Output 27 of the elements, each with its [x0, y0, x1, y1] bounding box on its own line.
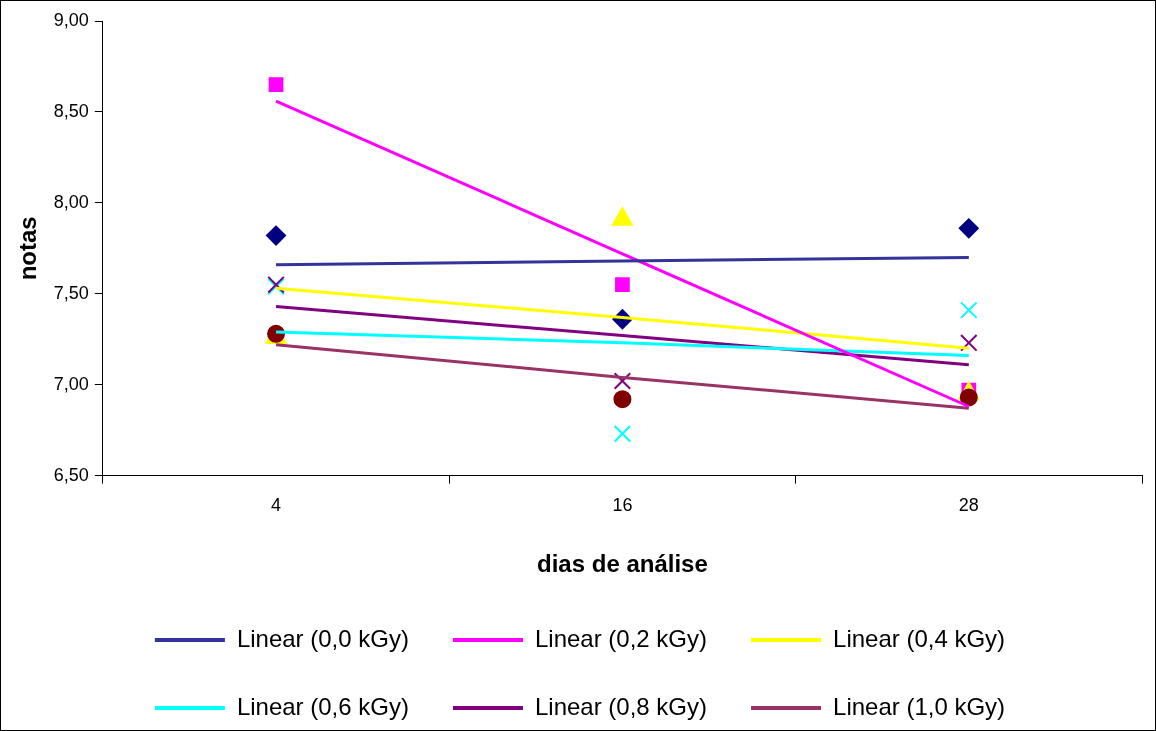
x-tick-label: 16 — [612, 495, 633, 516]
point — [615, 277, 630, 293]
y-tick-label: 6,50 — [53, 464, 89, 485]
legend-label: Linear (0,4 kGy) — [833, 624, 1006, 652]
y-tick-label: 8,00 — [53, 191, 89, 212]
point — [613, 390, 632, 409]
legend-label: Linear (0,2 kGy) — [534, 624, 708, 652]
point — [613, 425, 632, 443]
point — [266, 225, 287, 246]
legend-label: Linear (0,8 kGy) — [534, 692, 708, 720]
point — [268, 77, 284, 93]
legend-label: Linear (1,0 kGy) — [833, 692, 1006, 720]
x-tick-label: 4 — [271, 495, 282, 516]
point — [958, 218, 979, 239]
legend-label: Linear (0,0 kGy) — [236, 624, 409, 652]
y-tick-label: 9,00 — [53, 9, 89, 30]
y-tick-label: 8,50 — [53, 100, 89, 121]
x-axis-title: dias de análise — [537, 550, 708, 578]
x-tick-label: 28 — [958, 495, 979, 516]
point — [959, 388, 978, 407]
point — [960, 301, 978, 319]
legend-label: Linear (0,6 kGy) — [236, 692, 409, 720]
y-tick-label: 7,50 — [53, 282, 89, 303]
y-tick-label: 7,00 — [53, 373, 89, 394]
y-axis-title: notas — [14, 216, 42, 281]
point — [960, 334, 978, 352]
point — [613, 372, 632, 390]
